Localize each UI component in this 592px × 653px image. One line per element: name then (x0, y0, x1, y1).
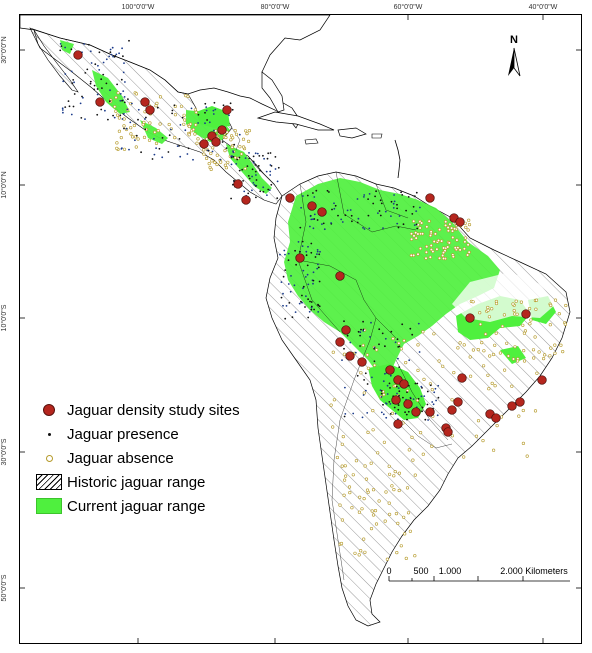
lon-label-60w: 60°0'0"W (393, 4, 423, 11)
current-range-mesoamerica (60, 40, 272, 194)
study-site-marker (537, 375, 547, 385)
study-site-marker (455, 217, 465, 227)
study-site-marker (211, 137, 221, 147)
lat-label-10s: 10°0'0"S (1, 304, 8, 332)
study-site-marker (507, 401, 517, 411)
study-site-marker (217, 125, 227, 135)
study-site-marker (241, 195, 251, 205)
scale-label-2000: 2.000 Kilometers (500, 566, 568, 576)
study-site-marker (233, 179, 243, 189)
lesser-antilles (394, 139, 401, 179)
florida-outline (261, 71, 285, 113)
study-site-marker (411, 407, 421, 417)
study-site-marker (345, 351, 355, 361)
study-site-marker (357, 357, 367, 367)
study-site-marker (307, 201, 317, 211)
lon-label-40w: 40°0'0"W (528, 4, 558, 11)
study-site-marker (95, 97, 105, 107)
study-site-marker (285, 193, 295, 203)
study-site-marker (403, 399, 413, 409)
legend-label: Jaguar presence (67, 425, 179, 443)
north-arrow: N (503, 34, 525, 80)
lat-label-50s: 50°0'0"S (1, 574, 8, 602)
study-site-marker (443, 427, 453, 437)
legend-item-current-range: Current jaguar range (36, 494, 240, 518)
jamaica-outline (304, 138, 319, 145)
scale-label-0: 0 (386, 566, 392, 576)
lat-label-30n: 30°0'0"N (1, 36, 8, 64)
current-range-amazon (284, 178, 500, 378)
study-site-marker (199, 139, 209, 149)
legend-label: Jaguar absence (67, 449, 174, 467)
study-site-marker (425, 407, 435, 417)
study-site-marker (73, 50, 83, 60)
scale-bar-graphic (388, 576, 570, 582)
legend-item-study-sites: Jaguar density study sites (36, 398, 240, 422)
study-site-marker (393, 419, 403, 429)
lon-label-100w: 100°0'0"W (121, 4, 155, 11)
lat-label-10n: 10°0'0"N (1, 171, 8, 199)
study-site-marker (453, 397, 463, 407)
legend: Jaguar density study sites Jaguar presen… (36, 398, 240, 518)
lat-label-30s: 30°0'0"S (1, 438, 8, 466)
study-site-marker (317, 207, 327, 217)
study-site-marker (515, 397, 525, 407)
study-site-marker (465, 313, 475, 323)
study-site-marker (222, 105, 232, 115)
study-site-marker (335, 271, 345, 281)
study-site-marker (457, 373, 467, 383)
puerto-rico-outline (371, 133, 383, 139)
green-swatch-icon (36, 498, 62, 514)
study-site-marker (491, 413, 501, 423)
absence-icon (45, 454, 53, 462)
study-site-marker (385, 365, 395, 375)
study-site-icon (43, 404, 55, 416)
study-site-marker (140, 97, 150, 107)
study-site-marker (425, 193, 435, 203)
hatch-swatch-icon (36, 474, 62, 490)
scale-bar: 0 500 1.000 2.000 Kilometers (386, 566, 578, 596)
hispaniola-outline (337, 127, 367, 139)
legend-item-absence: Jaguar absence (36, 446, 240, 470)
legend-item-historic-range: Historic jaguar range (36, 470, 240, 494)
legend-label: Jaguar density study sites (67, 401, 240, 419)
baja-california (33, 29, 79, 93)
north-arrow-icon (508, 47, 521, 77)
cuba-outline (256, 111, 335, 131)
legend-item-presence: Jaguar presence (36, 422, 240, 446)
study-sites (73, 50, 547, 437)
study-site-marker (335, 337, 345, 347)
study-site-marker (521, 309, 531, 319)
study-site-marker (145, 105, 155, 115)
scale-label-500: 500 (413, 566, 429, 576)
north-letter: N (510, 34, 518, 46)
study-site-marker (399, 379, 409, 389)
lon-label-80w: 80°0'0"W (260, 4, 290, 11)
legend-label: Historic jaguar range (67, 473, 206, 491)
study-site-marker (391, 395, 401, 405)
country-borders (231, 127, 453, 581)
study-site-marker (295, 253, 305, 263)
legend-label: Current jaguar range (67, 497, 206, 515)
study-site-marker (341, 325, 351, 335)
study-site-marker (447, 405, 457, 415)
scale-label-1000: 1.000 (438, 566, 462, 576)
presence-icon (47, 432, 51, 436)
